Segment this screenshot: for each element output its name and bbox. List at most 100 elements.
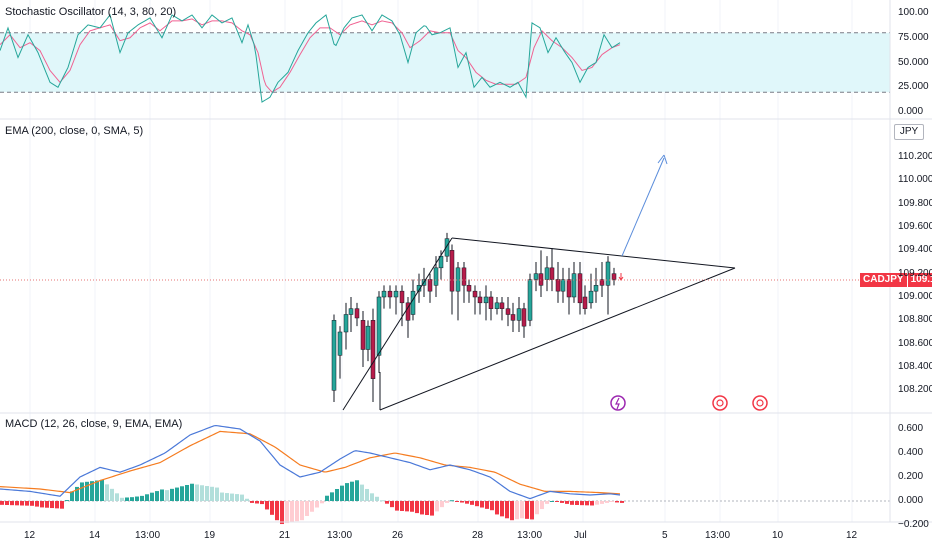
macd-hist-bar (165, 490, 169, 501)
macd-histogram (0, 479, 890, 525)
candle-body (449, 250, 455, 292)
macd-hist-bar (215, 487, 219, 501)
candle-body (376, 296, 382, 356)
triangle-left-line (342, 237, 453, 411)
candle-body (533, 273, 539, 280)
trend-drawings[interactable] (342, 154, 736, 411)
macd-hist-bar (315, 501, 319, 508)
macd-hist-bar (260, 501, 264, 505)
macd-indicator-label[interactable]: MACD (12, 26, close, 9, EMA, EMA) (5, 418, 183, 430)
macd-hist-bar (430, 501, 434, 516)
stoch-axis-tick: 100.00 (898, 7, 929, 18)
candle-body (331, 320, 337, 391)
candle-body (472, 290, 478, 298)
macd-hist-bar (320, 501, 324, 504)
macd-hist-bar (445, 501, 449, 503)
macd-hist-bar (155, 491, 159, 501)
macd-hist-bar (5, 501, 9, 505)
candle-body (466, 285, 472, 292)
macd-hist-bar (240, 494, 244, 501)
macd-hist-bar (375, 496, 379, 501)
macd-hist-bar (385, 501, 389, 504)
macd-hist-bar (70, 491, 74, 501)
macd-hist-bar (230, 493, 234, 501)
macd-hist-bar (500, 501, 504, 517)
macd-hist-bar (25, 501, 29, 506)
macd-axis-tick: 0.200 (898, 471, 924, 482)
macd-hist-bar (465, 501, 469, 504)
candle-body (582, 296, 588, 309)
macd-hist-bar (395, 501, 399, 511)
stoch-d-line (0, 18, 621, 93)
time-axis-tick: 12 (846, 530, 858, 541)
candle-body (527, 279, 533, 321)
candle-body (521, 308, 527, 327)
macd-hist-bar (545, 501, 549, 504)
candle-body (505, 308, 511, 315)
macd-hist-bar (265, 501, 269, 510)
candle-body (488, 296, 494, 309)
stoch-axis-tick: 25.000 (898, 81, 929, 93)
macd-hist-bar (250, 501, 254, 503)
projection-line (621, 157, 665, 257)
candle-body (381, 290, 387, 298)
macd-hist-bar (540, 501, 544, 510)
candle-body (337, 331, 343, 356)
candle-body (461, 267, 467, 286)
time-axis-tick: 13:00 (135, 530, 161, 541)
candle-body (410, 290, 416, 315)
macd-hist-bar (555, 501, 559, 502)
macd-hist-bar (610, 501, 614, 502)
candle-body (560, 279, 566, 292)
macd-hist-bar (220, 492, 224, 501)
time-axis-tick: 13:00 (705, 530, 731, 541)
macd-hist-bar (35, 501, 39, 507)
macd-hist-bar (275, 501, 279, 521)
event-markers[interactable] (610, 395, 768, 411)
macd-hist-bar (525, 501, 529, 519)
macd-hist-bar (535, 501, 539, 515)
macd-hist-bar (195, 484, 199, 501)
macd-hist-bar (50, 501, 54, 509)
time-axis-tick: 19 (204, 530, 216, 541)
macd-line (0, 424, 621, 500)
candle-body (544, 267, 550, 280)
macd-hist-bar (120, 497, 124, 501)
macd-hist-bar (300, 501, 304, 521)
macd-axis-tick: 0.400 (898, 447, 924, 458)
macd-hist-bar (75, 486, 79, 501)
candle-body (516, 308, 522, 321)
price-axis-tick: 109.600 (898, 220, 932, 232)
time-axis-tick: 12 (24, 530, 36, 541)
macd-hist-bar (490, 501, 494, 511)
macd-hist-bar (115, 493, 119, 501)
macd-hist-bar (460, 501, 464, 503)
pane-dividers[interactable] (0, 0, 932, 523)
candle-body (499, 302, 505, 309)
macd-hist-bar (110, 488, 114, 501)
currency-label[interactable]: JPY (894, 124, 924, 140)
macd-hist-bar (80, 482, 84, 501)
macd-hist-bar (330, 492, 334, 501)
macd-hist-bar (30, 501, 34, 506)
macd-hist-bar (590, 501, 594, 506)
candle-body (588, 290, 594, 304)
macd-hist-bar (310, 501, 314, 512)
projection-arrow-icon (657, 154, 668, 165)
triangle-upper-line (451, 237, 736, 269)
macd-hist-bar (280, 501, 284, 525)
macd-hist-bar (440, 501, 444, 508)
macd-hist-bar (345, 483, 349, 501)
price-axis-tick: 109.800 (898, 197, 932, 209)
candle-body (387, 290, 393, 298)
stoch-indicator-label[interactable]: Stochastic Oscillator (14, 3, 80, 20) (5, 6, 177, 18)
time-axis-tick: 21 (279, 530, 291, 541)
time-axis-tick: 5 (662, 530, 668, 541)
time-axis-tick: 14 (89, 530, 101, 541)
ema-indicator-label[interactable]: EMA (200, close, 0, SMA, 5) (5, 125, 144, 137)
macd-hist-bar (285, 501, 289, 524)
candle-body (494, 302, 500, 309)
macd-hist-bar (390, 501, 394, 508)
price-axis-tick: 108.400 (898, 360, 932, 372)
